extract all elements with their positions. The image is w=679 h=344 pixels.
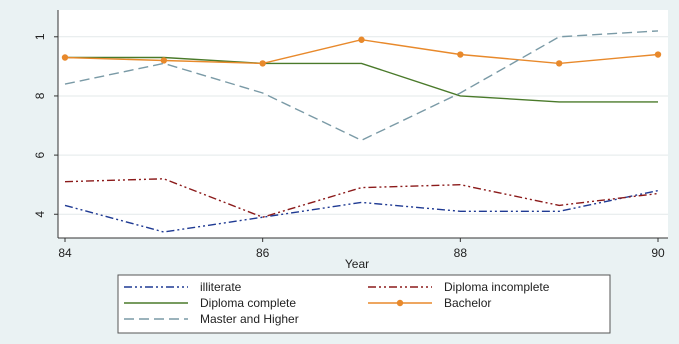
- series-point-3: [259, 60, 266, 67]
- y-tick-label: 8: [33, 92, 47, 99]
- y-tick-label: 4: [33, 211, 47, 218]
- legend-box: [117, 274, 611, 334]
- series-point-3: [160, 57, 168, 64]
- axis-layer: [57, 10, 668, 239]
- y-tick-label: 6: [33, 151, 47, 158]
- grid-layer: [58, 36, 668, 215]
- legend-label: Diploma complete: [200, 296, 296, 310]
- series-line-1: [64, 178, 659, 218]
- series-point-3: [555, 60, 563, 67]
- series-point-3: [457, 51, 464, 58]
- legend-key-marker: [396, 299, 404, 307]
- legend-label: Diploma incomplete: [444, 280, 550, 294]
- series-point-3: [61, 54, 69, 61]
- plot-area: [58, 10, 668, 238]
- x-tick-label: 84: [58, 246, 72, 260]
- x-tick-label: 86: [256, 246, 270, 260]
- x-tick-label: 88: [454, 246, 468, 260]
- series-layer: [61, 30, 662, 233]
- x-tick-label: 90: [651, 246, 665, 260]
- x-axis-title: Year: [345, 257, 369, 271]
- legend-label: Bachelor: [444, 296, 491, 310]
- legend: illiterate Diploma incomplete Diploma comp…: [117, 274, 611, 334]
- legend-label: illiterate: [200, 280, 242, 294]
- y-tick-label: 1: [33, 33, 47, 40]
- series-line-0: [64, 189, 659, 233]
- series-point-3: [358, 36, 365, 43]
- series-point-3: [654, 51, 662, 58]
- legend-label: Master and Higher: [200, 312, 299, 326]
- tick-layer: 4 6 8 1 84 86 88 90: [33, 33, 665, 260]
